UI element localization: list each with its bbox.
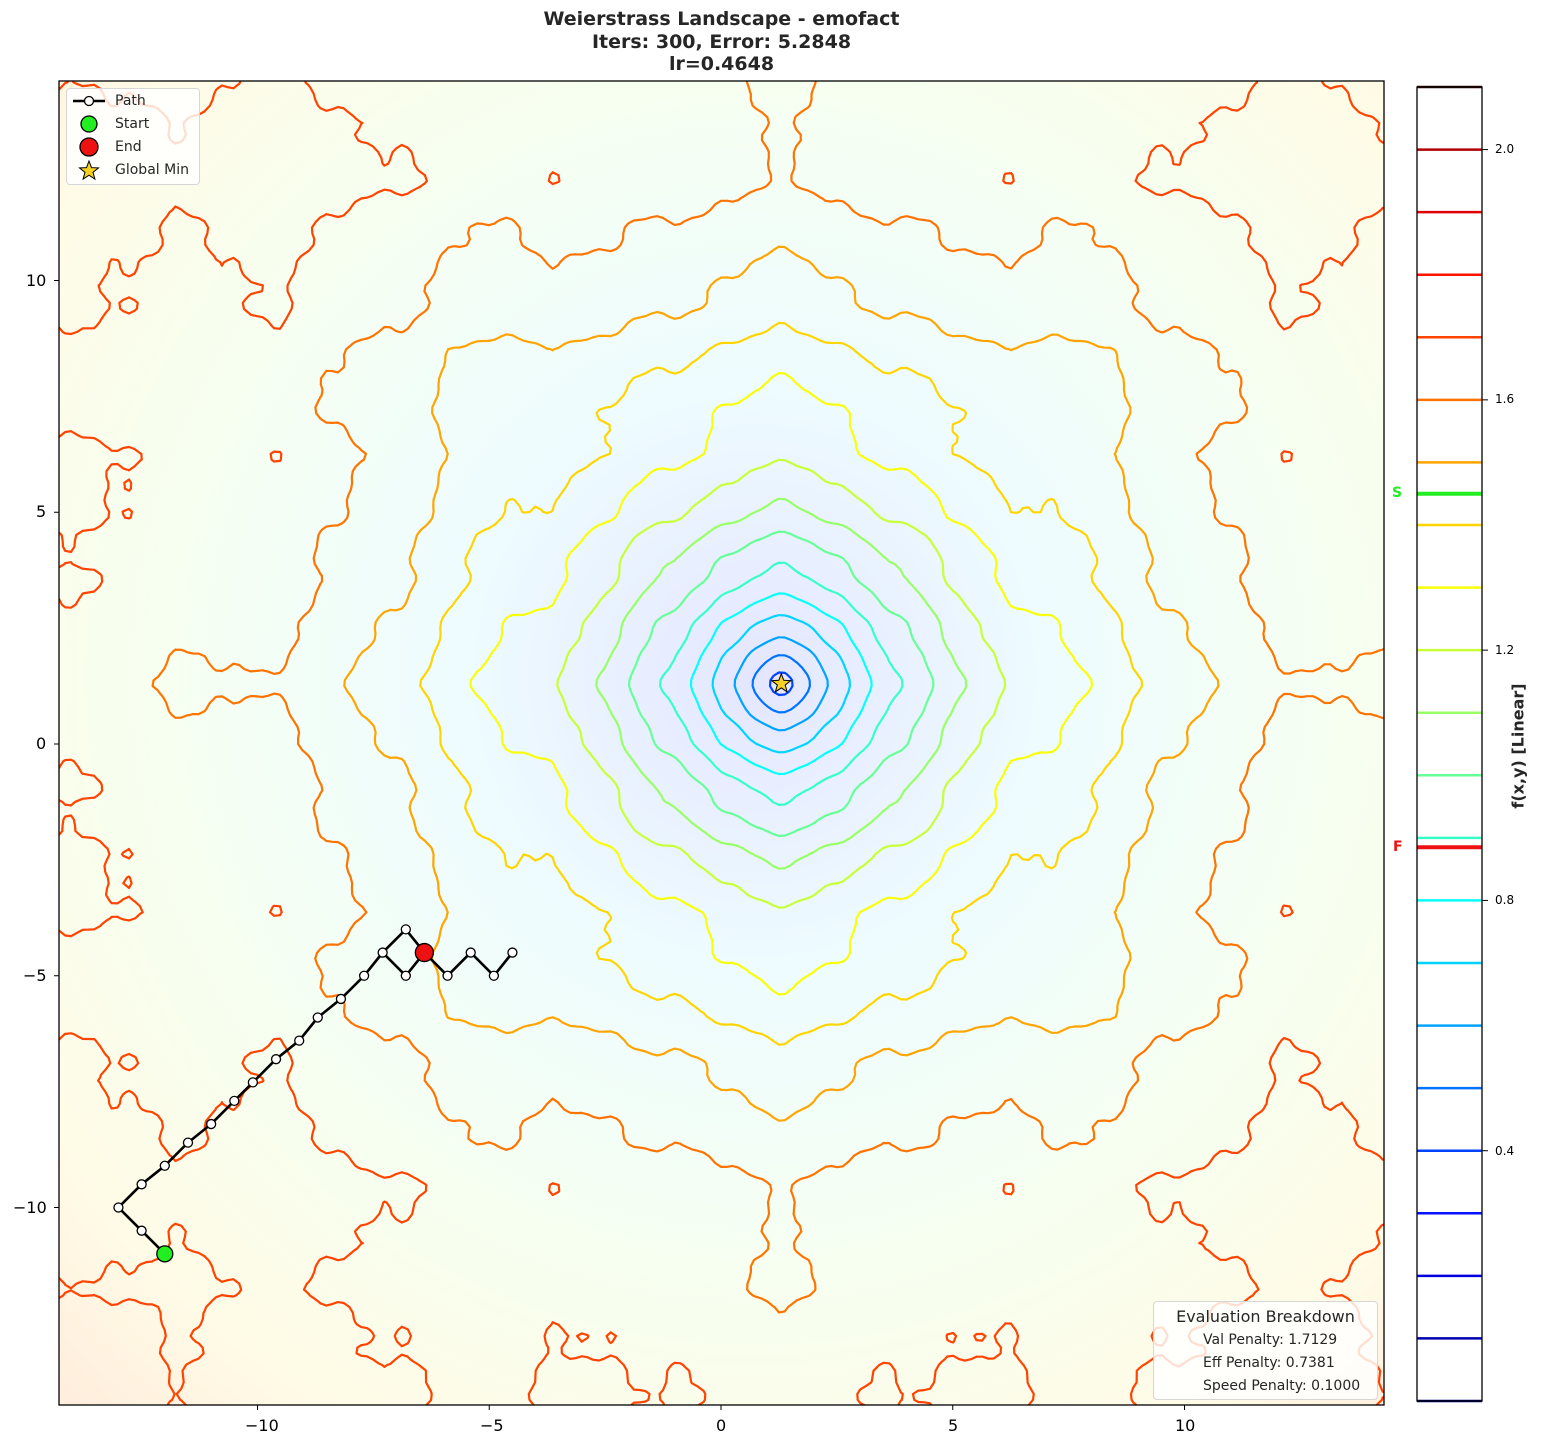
path-point [488, 970, 500, 981]
val-penalty: Val Penalty: 1.7129 [1203, 1332, 1338, 1348]
x-tick-label: −10 [245, 1416, 279, 1435]
colorbar-final-marker-label: F [1393, 839, 1403, 855]
path-point [294, 1035, 305, 1046]
path-point [136, 1179, 147, 1190]
colorbar-tick-label: 1.6 [1495, 392, 1515, 406]
x-tick-label: 10 [1175, 1416, 1196, 1435]
speed-penalty: Speed Penalty: 0.1000 [1203, 1378, 1361, 1394]
path-point [400, 970, 411, 981]
path-line-icon [73, 95, 105, 107]
global-min-star-icon [770, 672, 793, 693]
x-tick-label: −5 [480, 1416, 504, 1435]
colorbar-tick-label: 1.2 [1495, 643, 1515, 657]
end-circle-icon [79, 137, 99, 157]
path-point [312, 1012, 323, 1023]
legend-entry-end: End [67, 136, 142, 158]
x-axis-ticks [257, 1405, 1185, 1410]
plot-area [59, 81, 1384, 1405]
y-tick-label: −5 [23, 966, 47, 985]
path-point [205, 1118, 217, 1130]
colorbar-frame [1416, 86, 1483, 1402]
x-tick-label: 5 [948, 1416, 959, 1435]
path-point [136, 1225, 147, 1236]
path-point [247, 1077, 259, 1088]
legend-entry-path: Path [67, 90, 146, 112]
evaluation-breakdown-box: Evaluation Breakdown Val Penalty: 1.7129… [1153, 1301, 1378, 1400]
y-tick-label: 5 [36, 502, 47, 521]
colorbar-ticks [1482, 149, 1488, 1152]
evaluation-header: Evaluation Breakdown [1176, 1307, 1355, 1326]
eff-penalty: Eff Penalty: 0.7381 [1203, 1355, 1335, 1371]
colorbar-tick-label: 0.8 [1495, 893, 1515, 907]
legend-label: Start [115, 116, 150, 132]
y-tick-label: −10 [13, 1198, 47, 1217]
path-point [400, 924, 411, 935]
legend-entry-global-min: Global Min [67, 159, 189, 181]
start-circle-icon [80, 115, 98, 133]
legend: Path Start End Global Min [66, 88, 200, 185]
colorbar-label: f(x,y) [Linear] [1508, 683, 1528, 809]
path-point [270, 1054, 282, 1065]
path-point [335, 993, 347, 1005]
path-point [182, 1137, 194, 1148]
path-point [507, 947, 518, 958]
path-point [442, 970, 453, 981]
chart-title: Weierstrass Landscape - emofact Iters: 3… [0, 8, 1443, 76]
path-point [358, 970, 370, 981]
star-icon [78, 159, 100, 181]
colorbar-tick-label: 2.0 [1495, 142, 1515, 156]
title-line-1: Weierstrass Landscape - emofact [543, 8, 900, 30]
title-line-3: lr=0.4648 [668, 53, 775, 75]
colorbar [1417, 87, 1482, 1401]
colorbar-start-marker-label: S [1392, 485, 1403, 501]
y-tick-label: 10 [26, 271, 47, 290]
x-tick-label: 0 [716, 1416, 727, 1435]
path-point [377, 947, 388, 958]
path-point [229, 1095, 240, 1107]
path-point [465, 947, 476, 958]
y-axis-ticks [54, 280, 59, 1208]
legend-entry-start: Start [67, 113, 149, 135]
legend-label: Global Min [115, 162, 189, 178]
legend-label: End [115, 139, 142, 155]
start-marker [156, 1245, 174, 1263]
end-marker [414, 942, 435, 963]
path-point [113, 1202, 124, 1213]
legend-label: Path [115, 93, 146, 109]
title-line-2: Iters: 300, Error: 5.2848 [591, 30, 852, 53]
contour-lines [59, 81, 1384, 1405]
y-tick-label: 0 [36, 734, 47, 753]
colorbar-tick-label: 0.4 [1495, 1144, 1515, 1158]
path-point [159, 1160, 170, 1171]
